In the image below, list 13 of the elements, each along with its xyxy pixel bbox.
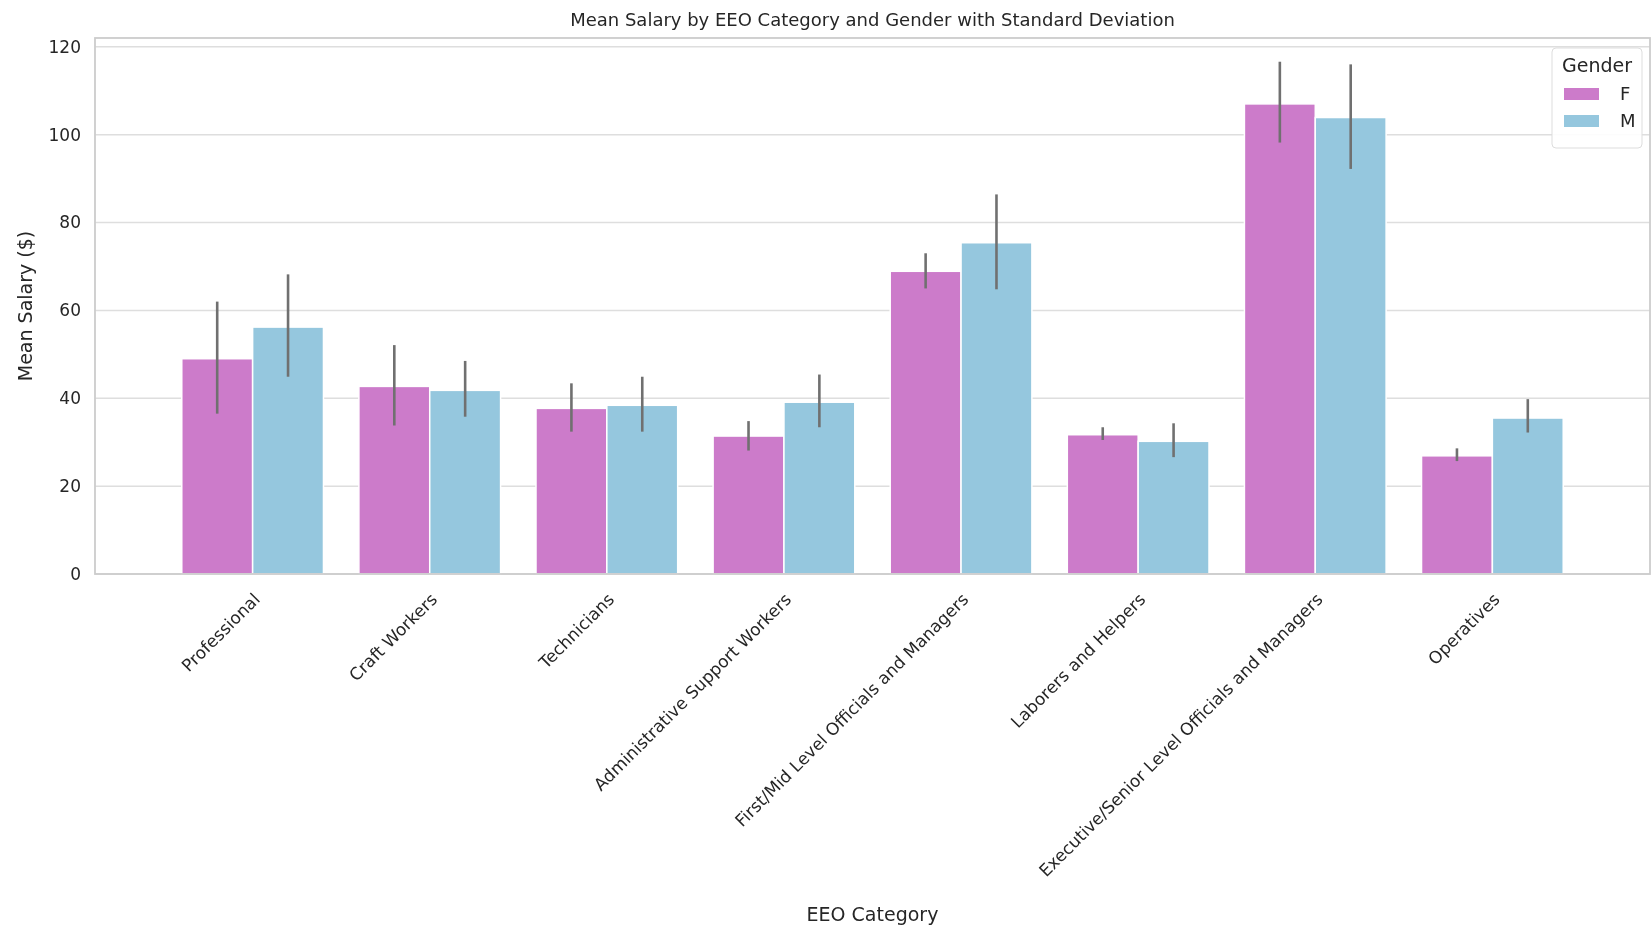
y-tick-label: 0 — [70, 563, 81, 584]
legend-label: F — [1620, 83, 1631, 105]
y-tick-label: 40 — [59, 388, 81, 409]
y-tick-label: 20 — [59, 476, 81, 497]
y-tick-label: 120 — [48, 36, 81, 57]
y-tick-label: 60 — [59, 300, 81, 321]
x-axis-title: EEO Category — [806, 903, 939, 925]
y-tick-label: 100 — [48, 124, 81, 145]
chart-title: Mean Salary by EEO Category and Gender with Standard Deviation — [570, 9, 1175, 30]
y-tick-label: 80 — [59, 212, 81, 233]
legend-title: Gender — [1561, 54, 1633, 76]
legend-label: M — [1620, 110, 1636, 132]
y-axis-title: Mean Salary ($) — [14, 230, 36, 382]
